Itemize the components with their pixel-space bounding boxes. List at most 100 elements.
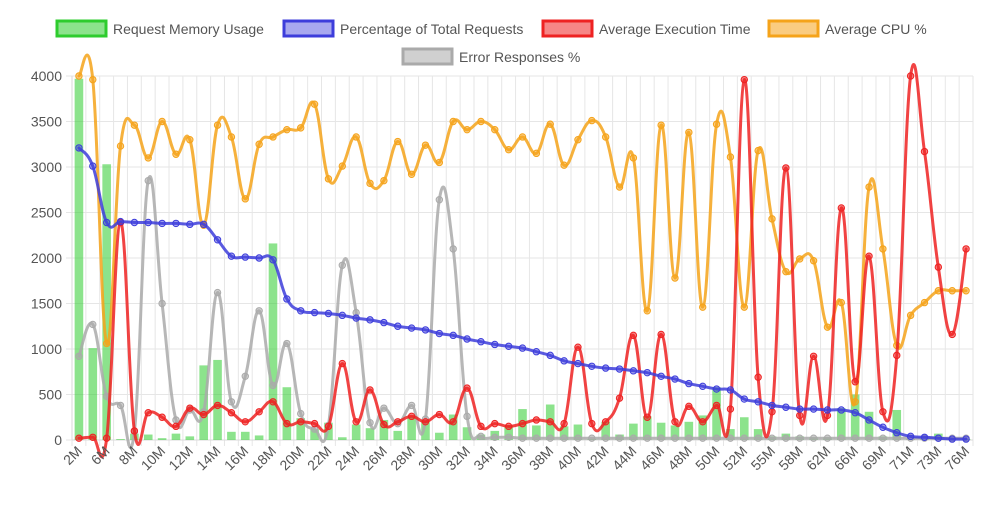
bar-request-memory-usage [116,439,125,440]
point-error-responses [518,434,527,442]
x-tick-label: 48M [664,443,695,474]
legend-item-error-responses[interactable]: Error Responses % [401,47,580,66]
point-average-execution-time [851,378,859,386]
point-error-responses [352,308,360,317]
bar-request-memory-usage [698,415,707,440]
point-average-cpu [241,195,249,203]
point-error-responses [463,412,471,421]
point-average-cpu [865,183,873,191]
x-tick-label: 66M [831,443,862,474]
y-tick-label: 1000 [31,341,62,357]
line-series [75,53,970,459]
point-error-responses [338,261,346,269]
point-average-cpu [782,267,790,276]
point-average-execution-time [144,409,152,417]
point-error-responses [116,401,125,410]
bar-request-memory-usage [338,437,347,440]
point-average-execution-time [809,352,818,360]
point-percentage-of-total-requests [491,340,499,349]
x-tick-label: 34M [470,443,501,474]
point-error-responses [269,381,277,390]
point-average-execution-time [352,418,360,426]
point-average-execution-time [324,422,333,431]
point-percentage-of-total-requests [962,435,970,443]
x-tick-label: 36M [498,443,529,474]
point-error-responses [532,434,541,442]
point-average-execution-time [879,408,887,416]
x-tick-label: 2M [60,443,85,468]
bar-request-memory-usage [670,425,680,440]
bar-request-memory-usage [102,164,111,440]
legend-item-percentage-of-total-requests[interactable]: Percentage of Total Requests [282,19,523,38]
point-error-responses [685,434,693,442]
point-percentage-of-total-requests [532,348,541,356]
bar-request-memory-usage [532,425,541,440]
bar-request-memory-usage [185,436,195,440]
point-percentage-of-total-requests [380,318,388,327]
bar-request-memory-usage [407,416,416,440]
point-percentage-of-total-requests [116,217,125,226]
bar-request-memory-usage [171,433,181,440]
point-average-execution-time [796,411,804,420]
y-tick-label: 2500 [31,205,62,221]
x-tick-label: 73M [914,443,945,474]
point-average-cpu [158,117,166,126]
x-tick-label: 44M [609,443,640,474]
point-average-cpu [283,125,291,134]
bar-request-memory-usage [462,427,472,440]
point-average-execution-time [227,409,236,417]
x-tick-label: 16M [221,443,252,474]
point-error-responses [477,432,485,441]
point-percentage-of-total-requests [920,433,929,441]
bar-request-memory-usage [240,431,250,440]
point-percentage-of-total-requests [102,218,111,227]
point-error-responses [89,320,97,329]
bar-request-memory-usage [837,408,846,440]
point-percentage-of-total-requests [657,372,665,380]
point-average-cpu [352,133,360,141]
point-average-cpu [671,274,679,282]
point-percentage-of-total-requests [158,219,166,228]
x-tick-label: 12M [165,443,196,474]
point-average-cpu [172,150,180,158]
point-error-responses [601,434,610,442]
legend-item-average-cpu[interactable]: Average CPU % [767,19,927,38]
x-tick-label: 55M [748,443,779,474]
point-average-execution-time [283,419,291,428]
bar-request-memory-usage [227,431,236,440]
point-average-execution-time [657,330,665,339]
point-average-execution-time [241,418,249,426]
bar-request-memory-usage [864,411,874,440]
x-tick-label: 38M [526,443,557,474]
point-error-responses [491,433,499,441]
x-tick-label: 42M [581,443,612,474]
point-percentage-of-total-requests [546,351,554,360]
point-average-execution-time [768,408,776,416]
bar-request-memory-usage [712,387,721,440]
point-percentage-of-total-requests [297,307,305,315]
point-average-cpu [796,255,804,263]
legend-item-request-memory-usage[interactable]: Request Memory Usage [55,19,264,38]
legend-swatch [401,47,454,66]
point-average-cpu [297,124,305,132]
point-average-cpu [726,153,735,161]
point-average-execution-time [407,412,416,421]
y-tick-label: 3000 [31,159,62,175]
point-average-execution-time [615,394,624,402]
point-average-execution-time [338,359,346,368]
legend-item-average-execution-time[interactable]: Average Execution Time [541,19,751,38]
point-average-execution-time [962,245,970,253]
point-average-execution-time [504,422,513,431]
point-average-execution-time [394,418,402,426]
point-percentage-of-total-requests [352,314,360,322]
point-average-cpu [740,303,748,311]
point-average-cpu [227,133,236,141]
point-percentage-of-total-requests [934,434,943,442]
point-average-execution-time [740,75,748,84]
point-average-execution-time [948,330,956,339]
point-average-execution-time [435,410,444,419]
point-average-execution-time [782,164,790,172]
point-error-responses [227,398,236,406]
point-average-cpu [269,133,277,141]
point-percentage-of-total-requests [740,395,748,403]
